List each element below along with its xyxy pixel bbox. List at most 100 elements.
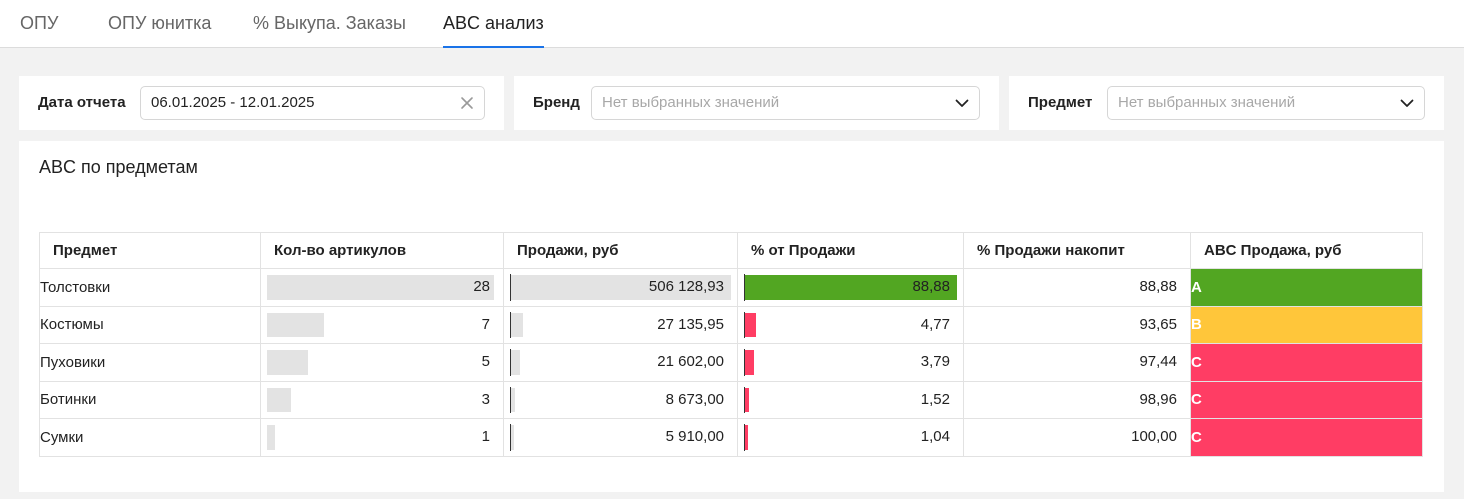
sales-bar (511, 350, 520, 375)
table-row[interactable]: Толстовки 28 506 128,93 88,88 88,88 A (39, 268, 1423, 307)
cell-abc: C (1190, 380, 1423, 419)
count-bar (267, 275, 494, 300)
sales-axis (510, 386, 511, 413)
cell-cum-pct: 97,44 (963, 343, 1191, 382)
brand-select[interactable]: Нет выбранных значений (591, 86, 980, 120)
pct-axis (744, 311, 745, 338)
cell-abc: C (1190, 418, 1423, 457)
subject-filter: Предмет Нет выбранных значений (1009, 76, 1444, 130)
cum-pct-value: 93,65 (1139, 315, 1177, 333)
cell-count: 7 (260, 305, 504, 344)
abc-panel: ABC по предметам Предмет Кол-во артикуло… (19, 141, 1444, 492)
sales-bar (511, 425, 514, 450)
sales-value: 21 602,00 (657, 353, 724, 370)
subject-select-placeholder: Нет выбранных значений (1118, 94, 1296, 111)
abc-table: Предмет Кол-во артикулов Продажи, руб % … (39, 232, 1423, 457)
table-row[interactable]: Ботинки 3 8 673,00 1,52 98,96 C (39, 380, 1423, 419)
brand-select-placeholder: Нет выбранных значений (602, 94, 780, 111)
cell-pct: 1,04 (737, 418, 964, 457)
pct-axis (744, 386, 745, 413)
sales-bar (511, 312, 523, 337)
pct-value: 1,04 (920, 428, 950, 445)
sales-axis (510, 311, 511, 338)
cell-sales: 506 128,93 (503, 268, 738, 307)
count-bar (267, 350, 308, 375)
pct-bar (745, 312, 756, 337)
cell-count: 3 (260, 380, 504, 419)
close-icon[interactable] (458, 94, 476, 112)
pct-bar (745, 425, 748, 450)
sales-axis (510, 274, 511, 301)
column-header-count[interactable]: Кол-во артикулов (260, 232, 504, 269)
date-filter-label: Дата отчета (38, 94, 126, 111)
sales-value: 5 910,00 (665, 428, 724, 445)
column-header-subject[interactable]: Предмет (39, 232, 261, 269)
column-header-pct[interactable]: % от Продажи (737, 232, 964, 269)
chevron-down-icon[interactable] (1398, 94, 1416, 112)
cum-pct-value: 97,44 (1139, 353, 1177, 370)
cell-cum-pct: 100,00 (963, 418, 1191, 457)
column-header-sales[interactable]: Продажи, руб (503, 232, 738, 269)
tab-bar: ОПУ ОПУ юнитка % Выкупа. Заказы ABC анал… (0, 0, 1464, 48)
subject-select[interactable]: Нет выбранных значений (1107, 86, 1425, 120)
cell-sales: 8 673,00 (503, 380, 738, 419)
cell-subject: Толстовки (39, 268, 261, 307)
cum-pct-value: 98,96 (1139, 390, 1177, 408)
sales-value: 506 128,93 (648, 278, 724, 295)
table-row[interactable]: Костюмы 7 27 135,95 4,77 93,65 B (39, 305, 1423, 344)
cell-cum-pct: 93,65 (963, 305, 1191, 344)
subject-filter-label: Предмет (1028, 94, 1093, 111)
date-range-input[interactable]: 06.01.2025 - 12.01.2025 (140, 86, 485, 120)
sales-axis (510, 424, 511, 451)
pct-axis (744, 349, 745, 376)
cell-sales: 27 135,95 (503, 305, 738, 344)
chevron-down-icon[interactable] (953, 94, 971, 112)
date-range-value: 06.01.2025 - 12.01.2025 (151, 94, 315, 111)
pct-value: 88,88 (912, 278, 950, 295)
cum-pct-value: 100,00 (1131, 428, 1177, 445)
tab-buyout-orders[interactable]: % Выкупа. Заказы (253, 13, 406, 33)
cell-sales: 21 602,00 (503, 343, 738, 382)
date-filter: Дата отчета 06.01.2025 - 12.01.2025 (19, 76, 504, 130)
cell-count: 5 (260, 343, 504, 382)
count-value: 28 (473, 278, 490, 295)
pct-bar (745, 350, 754, 375)
sales-bar (511, 275, 731, 300)
sales-axis (510, 349, 511, 376)
cell-pct: 4,77 (737, 305, 964, 344)
panel-title: ABC по предметам (39, 157, 198, 177)
table-row[interactable]: Пуховики 5 21 602,00 3,79 97,44 C (39, 343, 1423, 382)
cell-abc: A (1190, 268, 1423, 307)
tab-opu-unit[interactable]: ОПУ юнитка (108, 13, 212, 33)
pct-bar (745, 387, 749, 412)
column-header-abc[interactable]: ABC Продажа, руб (1190, 232, 1423, 269)
brand-filter-label: Бренд (533, 94, 580, 111)
cell-count: 1 (260, 418, 504, 457)
pct-axis (744, 424, 745, 451)
pct-value: 1,52 (920, 390, 950, 408)
tab-abc-analysis[interactable]: ABC анализ (443, 0, 544, 48)
sales-value: 27 135,95 (657, 315, 724, 333)
cell-abc: B (1190, 305, 1423, 344)
cell-pct: 88,88 (737, 268, 964, 307)
sales-bar (511, 387, 515, 412)
tab-opu[interactable]: ОПУ (20, 13, 59, 33)
cell-subject: Сумки (39, 418, 261, 457)
pct-axis (744, 274, 745, 301)
sales-value: 8 673,00 (665, 390, 724, 408)
cell-subject: Костюмы (39, 305, 261, 344)
cell-abc: C (1190, 343, 1423, 382)
column-header-cum-pct[interactable]: % Продажи накопит (963, 232, 1191, 269)
cell-sales: 5 910,00 (503, 418, 738, 457)
cell-subject: Пуховики (39, 343, 261, 382)
cell-subject: Ботинки (39, 380, 261, 419)
cum-pct-value: 88,88 (1139, 278, 1177, 295)
count-value: 3 (481, 390, 490, 408)
cell-pct: 3,79 (737, 343, 964, 382)
table-row[interactable]: Сумки 1 5 910,00 1,04 100,00 C (39, 418, 1423, 457)
cell-cum-pct: 88,88 (963, 268, 1191, 307)
count-value: 5 (481, 353, 490, 370)
count-bar (267, 425, 275, 450)
count-value: 7 (481, 315, 490, 333)
pct-value: 3,79 (920, 353, 950, 370)
